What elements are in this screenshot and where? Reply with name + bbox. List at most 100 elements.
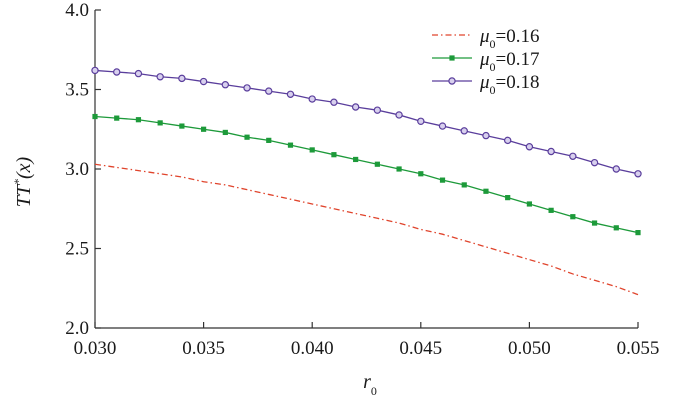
- data-point: [243, 84, 251, 92]
- data-point: [353, 156, 359, 163]
- y-axis-title: TT*(x): [11, 156, 35, 207]
- data-point: [547, 147, 555, 156]
- data-point: [222, 129, 228, 136]
- data-point: [156, 73, 164, 81]
- legend-label: μ0=0.16: [479, 26, 540, 51]
- x-tick-label: 0.035: [182, 338, 225, 359]
- data-point: [266, 137, 272, 143]
- data-point: [178, 74, 186, 83]
- data-point: [613, 225, 619, 231]
- data-point: [439, 177, 446, 183]
- data-point: [134, 69, 143, 78]
- legend-mu: μ: [479, 26, 490, 47]
- data-point: [417, 117, 425, 126]
- x-tick-label: 0.050: [508, 338, 551, 359]
- data-point: [114, 115, 120, 121]
- y-tick-label: 3.5: [65, 80, 89, 101]
- x-axis-title-main: r: [363, 371, 371, 393]
- data-point: [221, 81, 230, 89]
- data-point: [525, 143, 534, 151]
- series-1: [94, 163, 639, 296]
- legend-value: =0.18: [496, 72, 540, 93]
- data-point: [570, 214, 576, 220]
- data-point: [461, 182, 467, 188]
- y-tick-label: 4.0: [65, 0, 89, 21]
- legend-item: μ0=0.16: [432, 26, 540, 51]
- legend-label: μ0=0.17: [479, 49, 540, 74]
- data-point: [374, 161, 380, 167]
- data-point: [265, 87, 273, 95]
- data-point: [591, 220, 598, 226]
- data-point: [418, 171, 424, 177]
- data-point: [179, 123, 185, 129]
- data-point: [351, 103, 360, 111]
- data-point: [244, 134, 250, 140]
- x-tick-label: 0.040: [291, 338, 334, 359]
- data-point: [503, 136, 512, 145]
- data-point: [286, 90, 295, 98]
- series-line: [94, 69, 639, 175]
- y-tick-label: 3.0: [65, 159, 89, 180]
- data-point: [505, 195, 511, 201]
- y-tick-label: 2.0: [65, 318, 89, 339]
- data-point: [308, 95, 316, 103]
- legend-mu: μ: [479, 49, 490, 70]
- legend-label: μ0=0.18: [479, 72, 540, 97]
- data-point: [157, 120, 163, 126]
- data-point: [590, 158, 599, 167]
- y-axis-title-main: TT: [13, 183, 35, 207]
- legend-marker: [449, 55, 455, 61]
- legend-sub: 0: [490, 83, 496, 97]
- legend-value: =0.16: [496, 26, 540, 47]
- x-axis-title: r0: [363, 371, 377, 398]
- data-point: [92, 113, 98, 120]
- data-point: [548, 207, 554, 213]
- x-axis-ticks: 0.030 0.035 0.040 0.045 0.050 0.055: [74, 322, 660, 359]
- y-axis-ticks: 2.0 2.5 3.0 3.5 4.0: [65, 0, 101, 339]
- series-line: [94, 163, 639, 296]
- series-2: [92, 113, 641, 236]
- data-point: [135, 117, 142, 123]
- legend-sub: 0: [490, 60, 496, 74]
- x-tick-label: 0.030: [74, 338, 117, 359]
- legend-sub: 0: [490, 37, 496, 51]
- x-axis-title-sub: 0: [371, 384, 377, 398]
- series-3: [91, 66, 642, 178]
- data-point: [201, 126, 207, 132]
- data-point: [113, 68, 121, 76]
- axes: 2.0 2.5 3.0 3.5 4.0 0.030 0.035 0.040 0.045 0.05…: [65, 0, 659, 359]
- legend-value: =0.17: [496, 49, 540, 70]
- legend-marker: [448, 77, 456, 85]
- data-point: [395, 111, 403, 119]
- data-point: [635, 230, 641, 236]
- data-point: [199, 77, 208, 86]
- data-point: [330, 98, 338, 106]
- y-axis-title-sup: *: [11, 179, 25, 185]
- data-point: [91, 66, 99, 75]
- data-point: [612, 165, 620, 173]
- data-point: [526, 201, 532, 207]
- data-point: [438, 122, 447, 130]
- data-point: [331, 152, 337, 158]
- data-point: [396, 166, 402, 172]
- series-group: [91, 66, 642, 296]
- legend-item: μ0=0.17: [432, 49, 540, 74]
- data-point: [483, 188, 489, 194]
- data-point: [309, 147, 315, 153]
- data-point: [569, 152, 577, 160]
- data-point: [634, 170, 642, 178]
- data-point: [373, 106, 382, 114]
- data-point: [460, 127, 468, 135]
- x-tick-label: 0.055: [617, 338, 660, 359]
- data-point: [287, 142, 294, 148]
- x-tick-label: 0.045: [399, 338, 442, 359]
- legend-mu: μ: [479, 72, 490, 93]
- y-tick-label: 2.5: [65, 239, 89, 260]
- y-axis-title-tail: (x): [13, 156, 35, 179]
- series-line: [94, 115, 639, 234]
- data-point: [482, 131, 490, 140]
- legend-item: μ0=0.18: [432, 72, 540, 97]
